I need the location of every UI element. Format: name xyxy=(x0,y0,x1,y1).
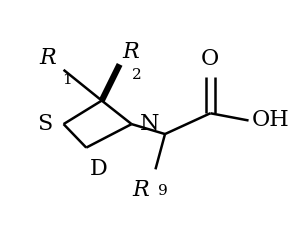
Text: 9: 9 xyxy=(158,184,168,198)
Text: R: R xyxy=(122,42,139,63)
Text: N: N xyxy=(140,113,160,135)
Text: OH: OH xyxy=(252,110,290,132)
Text: R: R xyxy=(40,47,56,69)
Text: D: D xyxy=(90,158,107,180)
Text: S: S xyxy=(38,113,53,135)
Text: 2: 2 xyxy=(132,68,142,82)
Text: O: O xyxy=(201,48,220,70)
Text: R: R xyxy=(133,179,149,201)
Text: 1: 1 xyxy=(62,73,72,87)
